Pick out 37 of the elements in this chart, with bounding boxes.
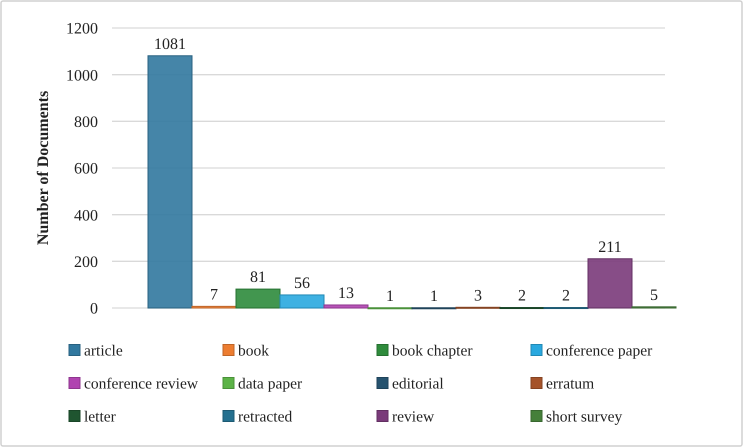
bar	[324, 304, 368, 308]
legend-label: erratum	[546, 375, 594, 392]
data-label: 211	[598, 238, 622, 256]
legend-label: short survey	[546, 408, 622, 426]
legend-label: editorial	[392, 375, 444, 392]
data-label: 81	[250, 269, 266, 286]
y-tick-label: 1000	[66, 67, 98, 84]
legend-label: conference review	[84, 375, 199, 392]
data-label: 2	[562, 288, 570, 305]
data-label: 3	[474, 287, 482, 304]
y-axis-title: Number of Documents	[35, 90, 52, 246]
y-tick-label: 0	[90, 300, 98, 318]
data-label: 1081	[154, 36, 186, 53]
bar	[280, 294, 324, 308]
legend-label: book chapter	[392, 342, 474, 360]
legend-label: article	[84, 342, 123, 360]
bar	[148, 55, 192, 308]
y-tick-label: 800	[74, 114, 98, 131]
legend-label: retracted	[238, 408, 292, 426]
data-label: 56	[294, 274, 310, 292]
data-label: 13	[338, 284, 354, 302]
y-tick-label: 600	[74, 160, 98, 178]
legend-label: book	[238, 342, 270, 360]
data-label: 1	[430, 288, 438, 305]
bar	[588, 258, 632, 308]
y-tick-label: 1200	[66, 20, 98, 38]
legend-label: conference paper	[546, 342, 654, 360]
legend-label: data paper	[238, 375, 303, 392]
bar	[236, 288, 280, 308]
y-tick-label: 200	[74, 254, 98, 271]
y-tick-label: 400	[74, 207, 98, 224]
data-label: 7	[210, 286, 218, 304]
data-label: 5	[650, 286, 658, 304]
legend-label: review	[392, 408, 435, 426]
legend-label: letter	[84, 408, 117, 426]
data-label: 2	[518, 288, 526, 305]
data-label: 1	[386, 288, 394, 305]
